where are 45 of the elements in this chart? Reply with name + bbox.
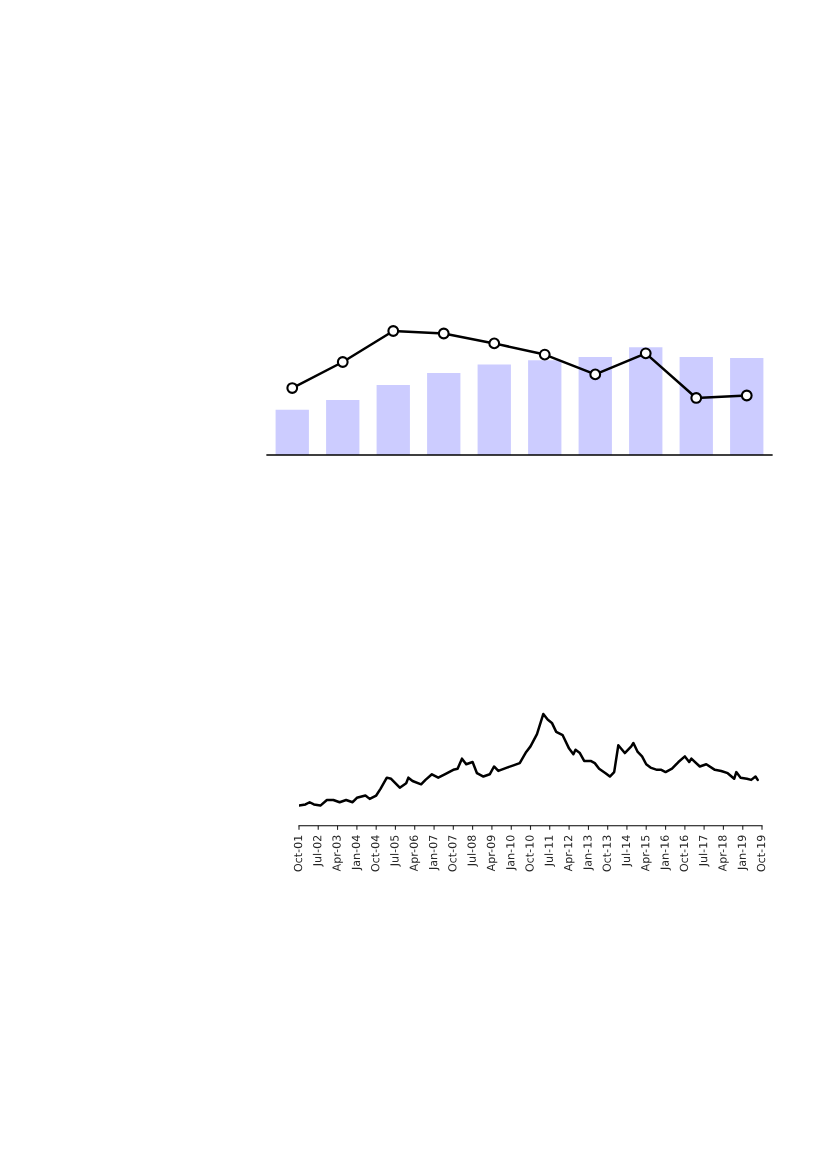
point: [639, 347, 652, 360]
bar: [326, 400, 360, 455]
point: [387, 325, 400, 337]
x-tick-label: Jul-14: [621, 835, 633, 867]
bar: [477, 364, 511, 455]
bar: [528, 360, 562, 455]
bar: [427, 373, 461, 455]
point: [286, 382, 299, 394]
x-tick-label: Jan-13: [583, 835, 594, 871]
x-tick-label: Jul-02: [312, 835, 324, 867]
bar: [679, 356, 713, 455]
x-tick-label: Apr-03: [332, 835, 343, 872]
point: [589, 368, 602, 381]
x-tick-label: Oct-04: [371, 835, 380, 872]
x-tick-label: Jan-07: [428, 835, 440, 871]
x-tick-label: Oct-01: [293, 835, 303, 872]
x-tick-label: Apr-06: [409, 835, 421, 872]
x-tick-label: Oct-19: [756, 835, 766, 872]
bar: [730, 357, 764, 455]
bar: [578, 356, 612, 455]
x-tick-label: Jul-08: [467, 835, 478, 867]
bar: [629, 347, 663, 455]
x-tick-label: Oct-13: [602, 835, 611, 872]
x-tick-label: Apr-18: [718, 835, 729, 872]
x-tick-label: Apr-12: [563, 835, 575, 872]
point: [740, 389, 753, 402]
point: [336, 356, 349, 368]
x-tick-label: Oct-07: [448, 835, 457, 872]
point: [488, 337, 501, 350]
x-tick-label: Jan-10: [506, 835, 517, 871]
point: [437, 327, 450, 340]
bar: [275, 409, 309, 455]
x-tick-label: Jan-19: [737, 835, 749, 871]
x-tick-label: Oct-16: [679, 835, 689, 872]
point: [690, 392, 703, 404]
x-tick-label: Oct-10: [525, 835, 534, 872]
x-tick-label: Apr-09: [486, 835, 498, 872]
point: [538, 348, 551, 361]
x-tick-label: Jan-16: [660, 835, 671, 871]
x-tick-label: Jul-05: [390, 835, 401, 867]
bar: [376, 384, 410, 455]
x-tick-label: Jul-11: [544, 835, 556, 867]
x-tick-label: Apr-15: [641, 835, 652, 872]
x-tick-label: Jul-17: [698, 835, 710, 867]
x-tick-label: Jan-04: [351, 835, 363, 871]
